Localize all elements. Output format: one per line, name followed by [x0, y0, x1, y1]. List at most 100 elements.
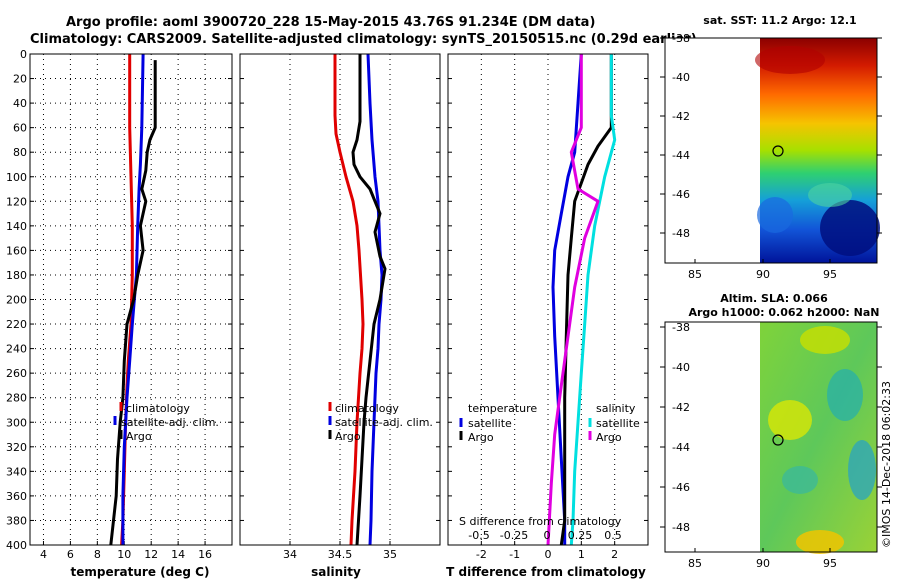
- depth-tick-label: 200: [6, 294, 27, 307]
- imos-credit: ©IMOS 14-Dec-2018 06:02:33: [880, 381, 893, 548]
- x-tick-label: 35: [383, 548, 397, 561]
- depth-tick-label: 20: [13, 73, 27, 86]
- depth-tick-label: 100: [6, 171, 27, 184]
- series-climatology: [333, 54, 365, 546]
- sla-low-patch: [827, 369, 863, 421]
- lat-tick-label: -46: [672, 481, 690, 494]
- sst-cold-pool: [820, 200, 880, 256]
- sla-high-patch: [800, 326, 850, 354]
- x-tick-label: 34.5: [328, 548, 353, 561]
- sla-map-axes: -38 -40 -42 -44 -46 -48 85 90 95: [660, 321, 882, 570]
- depth-tick-label: 0: [20, 48, 27, 61]
- lon-tick-label: 90: [756, 557, 770, 570]
- sst-map: [664, 37, 880, 264]
- depth-tick-label: 280: [6, 392, 27, 405]
- lat-tick-label: -44: [672, 149, 690, 162]
- lon-tick-label: 90: [756, 268, 770, 281]
- depth-tick-label: 340: [6, 465, 27, 478]
- legend-label-argo: Argo: [126, 430, 152, 443]
- depth-tick-label: 80: [13, 146, 27, 159]
- sla-map: [664, 321, 878, 554]
- sla-map-title-line2: Argo h1000: 0.062 h2000: NaN: [688, 306, 879, 319]
- difference-panel: -2 -1 0 1 2: [447, 53, 649, 561]
- sst-map-axes: -38 -40 -42 -44 -46 -48 85 90 95: [660, 32, 882, 281]
- depth-tick-label: 380: [6, 514, 27, 527]
- legend-label-climatology: climatology: [126, 402, 190, 415]
- depth-tick-label: 360: [6, 490, 27, 503]
- legend-label-temp-satellite: satellite: [468, 417, 512, 430]
- depth-tick-label: 400: [6, 539, 27, 552]
- sla-low-patch: [848, 440, 876, 500]
- sla-high-patch: [768, 400, 812, 440]
- legend-label-climatology: climatology: [335, 402, 399, 415]
- s-difference-ticks: -0.5 -0.25 0 0.25 0.5: [468, 529, 621, 542]
- lat-tick-label: -42: [672, 401, 690, 414]
- sst-blue-patch: [757, 197, 793, 233]
- sst-map-frame: [664, 37, 878, 264]
- depth-tick-label: 260: [6, 367, 27, 380]
- temperature-xlabel: temperature (deg C): [71, 565, 210, 579]
- figure-title-line1: Argo profile: aoml 3900720_228 15-May-20…: [66, 15, 595, 30]
- lat-tick-label: -46: [672, 188, 690, 201]
- x-tick-label: 4: [40, 548, 47, 561]
- sst-green-patch: [808, 183, 852, 207]
- x-tick-label: -1: [509, 548, 520, 561]
- legend-group-salinity: salinity: [596, 402, 636, 415]
- depth-tick-label: 240: [6, 343, 27, 356]
- x-tick-label: 2: [611, 548, 618, 561]
- plot-frame: [447, 53, 649, 546]
- x-tick-label: 0: [545, 548, 552, 561]
- lat-tick-label: -40: [672, 361, 690, 374]
- x-tick-label: 16: [198, 548, 212, 561]
- argo-position-marker: [772, 145, 784, 157]
- x-tick-label: 1: [578, 548, 585, 561]
- depth-tick-label: 220: [6, 318, 27, 331]
- series-salinity-satellite: [569, 54, 617, 546]
- sst-warm-patch: [755, 46, 825, 74]
- lat-tick-label: -48: [672, 227, 690, 240]
- difference-legend: temperature satellite Argo salinity sate…: [459, 402, 640, 444]
- s-tick: 0.5: [604, 529, 622, 542]
- sla-low-patch: [782, 466, 818, 494]
- series-argo: [109, 60, 157, 546]
- s-tick: -0.25: [500, 529, 528, 542]
- depth-tick-label: 320: [6, 441, 27, 454]
- lat-tick-label: -38: [672, 321, 690, 334]
- sla-map-frame: [664, 321, 878, 553]
- lon-tick-label: 95: [823, 557, 837, 570]
- difference-xlabel: T difference from climatology: [446, 565, 646, 579]
- lon-tick-label: 85: [688, 268, 702, 281]
- legend-label-sal-argo: Argo: [596, 431, 622, 444]
- sla-map-title-line1: Altim. SLA: 0.066: [720, 292, 828, 305]
- sla-field: [760, 322, 877, 552]
- plot-frame: [239, 53, 441, 546]
- x-tick-label: 14: [171, 548, 185, 561]
- sla-high-patch: [796, 530, 844, 554]
- x-tick-label: -2: [476, 548, 487, 561]
- x-tick-label: 34: [283, 548, 297, 561]
- lat-tick-label: -44: [672, 441, 690, 454]
- lat-tick-label: -38: [672, 32, 690, 45]
- s-tick: 0: [544, 529, 551, 542]
- x-tick-label: 12: [144, 548, 158, 561]
- s-tick: 0.25: [568, 529, 593, 542]
- salinity-panel: 34 34.5 35: [239, 53, 441, 561]
- s-difference-label: S difference from climatology: [459, 515, 622, 528]
- temperature-panel: 4 6 8 10 12 14 16: [29, 53, 233, 561]
- series-temperature-argo: [559, 54, 613, 546]
- lat-tick-label: -42: [672, 110, 690, 123]
- series-argo: [351, 54, 387, 546]
- lon-tick-label: 95: [823, 268, 837, 281]
- x-tick-label: 10: [117, 548, 131, 561]
- depth-axis: 0 20 40 60 80 100 120 140 160 180 200 220 240 260 280 3…: [6, 48, 27, 552]
- depth-tick-label: 120: [6, 195, 27, 208]
- s-tick: -0.5: [468, 529, 489, 542]
- legend-label-satellite: satellite-adj. clim.: [335, 416, 433, 429]
- temperature-legend: climatology satellite-adj. clim. Argo: [113, 402, 219, 443]
- depth-tick-label: 180: [6, 269, 27, 282]
- sst-map-title: sat. SST: 11.2 Argo: 12.1: [703, 14, 856, 27]
- figure-title-line2: Climatology: CARS2009. Satellite-adjuste…: [30, 32, 697, 47]
- depth-tick-label: 160: [6, 244, 27, 257]
- depth-tick-label: 300: [6, 416, 27, 429]
